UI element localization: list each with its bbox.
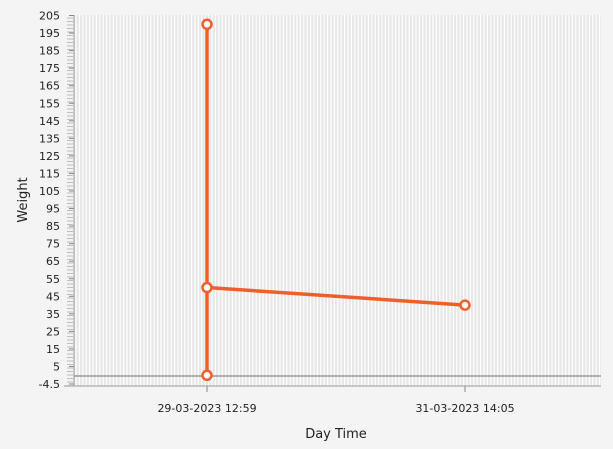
x-axis-ticks: 29-03-2023 12:59 31-03-2023 14:05: [157, 386, 515, 415]
y-tick-label: 15: [46, 343, 60, 356]
series-line: [205, 22, 466, 376]
y-tick-label: 105: [39, 185, 60, 198]
y-tick-label: 115: [39, 167, 60, 180]
y-tick-label: 5: [53, 361, 60, 374]
y-tick-label: 55: [46, 273, 60, 286]
y-tick-label: 45: [46, 290, 60, 303]
y-tick-label: -4.5: [39, 378, 60, 391]
y-tick-label: 95: [46, 203, 60, 216]
y-tick-label: 25: [46, 325, 60, 338]
y-tick-label: 205: [39, 10, 60, 23]
data-point[interactable]: [201, 18, 213, 31]
grid-lines: [75, 15, 601, 386]
y-tick-label: 75: [46, 238, 60, 251]
y-axis-ticks: -4.5 5 15 25 35 45 55 65 75 85 95 105 115 125 135 145 15…: [39, 10, 74, 391]
y-tick-label: 65: [46, 255, 60, 268]
x-axis-title: Day Time: [305, 427, 367, 442]
y-tick-label: 155: [39, 97, 60, 110]
data-point[interactable]: [201, 369, 213, 382]
data-point[interactable]: [201, 281, 213, 294]
series-weight: [201, 18, 471, 382]
x-tick-label: 31-03-2023 14:05: [415, 402, 514, 415]
y-tick-label: 35: [46, 308, 60, 321]
y-axis-title: Weight: [16, 177, 31, 222]
y-tick-label: 135: [39, 132, 60, 145]
y-tick-label: 185: [39, 45, 60, 58]
x-tick-label: 29-03-2023 12:59: [157, 402, 256, 415]
y-tick-label: 145: [39, 115, 60, 128]
y-tick-label: 195: [39, 27, 60, 40]
data-point[interactable]: [459, 299, 471, 311]
y-tick-label: 175: [39, 62, 60, 75]
y-tick-label: 125: [39, 150, 60, 163]
y-tick-label: 85: [46, 220, 60, 233]
y-tick-label: 165: [39, 80, 60, 93]
